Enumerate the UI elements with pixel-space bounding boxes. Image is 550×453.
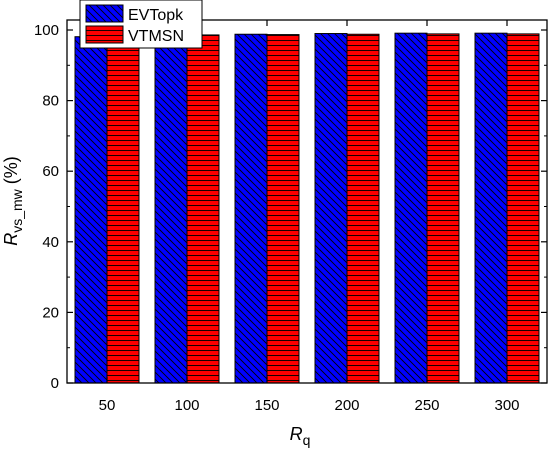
x-axis-title-main: R — [290, 424, 303, 444]
x-tick-label-150: 150 — [254, 397, 279, 414]
x-axis-title: Rq — [290, 424, 311, 448]
y-axis: 0 20 40 60 80 100 — [34, 22, 547, 392]
legend: EVTopk VTMSN — [79, 0, 203, 49]
y-tick-label-60: 60 — [42, 163, 59, 180]
x-tick-label-250: 250 — [414, 397, 439, 414]
y-axis-title-main: R — [1, 233, 21, 246]
x-tick-label-300: 300 — [494, 397, 519, 414]
x-tick-label-200: 200 — [334, 397, 359, 414]
legend-swatch-evtopk — [85, 4, 124, 23]
legend-swatch-vtmsn — [85, 25, 124, 44]
y-axis-title: Rvs_mw (%) — [1, 156, 25, 246]
legend-label-evtopk: EVTopk — [128, 7, 184, 24]
bar-vtmsn-150 — [266, 34, 300, 384]
bar-evtopk-200 — [314, 33, 348, 384]
y-tick-label-80: 80 — [42, 93, 59, 110]
bars-group — [74, 32, 540, 384]
bar-evtopk-300 — [474, 32, 508, 384]
bar-vtmsn-100 — [186, 34, 220, 384]
x-tick-label-100: 100 — [174, 397, 199, 414]
y-tick-label-0: 0 — [51, 375, 59, 392]
legend-label-vtmsn: VTMSN — [128, 28, 184, 45]
y-tick-label-100: 100 — [34, 22, 59, 39]
y-axis-title-sub: vs_mw — [9, 188, 25, 232]
x-axis: 50 100 150 200 250 300 — [99, 20, 520, 414]
x-tick-label-50: 50 — [99, 397, 116, 414]
y-axis-title-suffix: (%) — [1, 156, 21, 189]
plot-frame — [66, 19, 548, 384]
bar-evtopk-150 — [234, 33, 268, 384]
bar-evtopk-100 — [154, 34, 188, 384]
bar-vtmsn-300 — [506, 33, 540, 384]
bar-vtmsn-50 — [106, 35, 140, 384]
y-tick-label-20: 20 — [42, 304, 59, 321]
x-axis-title-sub: q — [303, 432, 311, 448]
y-tick-label-40: 40 — [42, 234, 59, 251]
bar-evtopk-250 — [394, 32, 428, 384]
bar-vtmsn-250 — [426, 33, 460, 384]
bar-evtopk-50 — [74, 36, 108, 384]
bar-vtmsn-200 — [346, 33, 380, 384]
